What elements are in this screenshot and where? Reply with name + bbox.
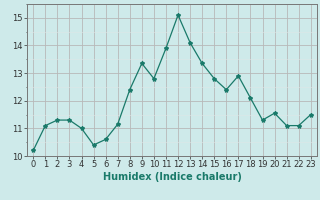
X-axis label: Humidex (Indice chaleur): Humidex (Indice chaleur)	[103, 172, 241, 182]
